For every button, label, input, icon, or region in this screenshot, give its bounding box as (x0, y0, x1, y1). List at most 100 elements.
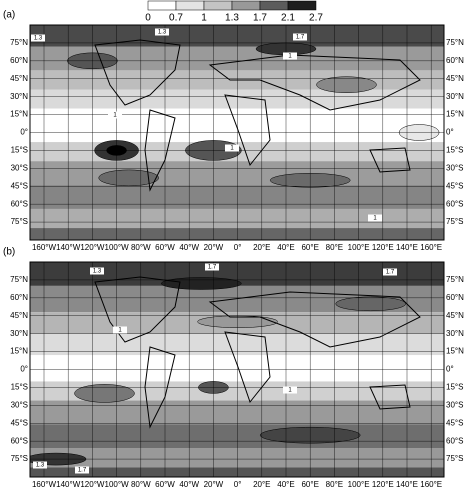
latitude-label: 30°N (10, 92, 28, 101)
latitude-label: 0° (20, 365, 28, 374)
longitude-label: 40°E (277, 243, 294, 252)
longitude-label: 140°W (56, 480, 81, 489)
latitude-label: 45°N (446, 311, 464, 320)
latitude-label: 45°S (446, 418, 463, 427)
latitude-label: 45°N (10, 311, 28, 320)
shaded-contour (74, 384, 135, 403)
latitude-label: 15°N (446, 347, 464, 356)
shaded-band (30, 424, 444, 449)
contour-label: 1.7 (296, 35, 305, 41)
shaded-band (30, 333, 444, 356)
latitude-label: 30°S (11, 163, 28, 172)
latitude-label: 30°S (11, 400, 28, 409)
latitude-label: 45°S (446, 181, 463, 190)
latitude-label: 60°S (11, 436, 28, 445)
shaded-band (30, 46, 444, 71)
colorbar-label: 1.7 (253, 13, 267, 24)
longitude-label: 40°E (277, 480, 294, 489)
longitude-label: 160°E (420, 480, 442, 489)
latitude-label: 75°N (10, 38, 28, 47)
latitude-label: 60°N (446, 293, 464, 302)
latitude-label: 75°N (10, 275, 28, 284)
contour-label-box (283, 386, 297, 394)
longitude-label: 100°W (105, 243, 130, 252)
longitude-label: 0° (234, 243, 242, 252)
latitude-label: 30°N (10, 329, 28, 338)
longitude-label: 100°E (348, 243, 370, 252)
shaded-band (30, 108, 444, 143)
longitude-label: 80°E (326, 243, 343, 252)
shaded-band (30, 185, 444, 209)
latitude-label: 0° (446, 365, 454, 374)
colorbar-box (203, 0, 233, 11)
latitude-label: 75°S (11, 217, 28, 226)
longitude-label: 40°W (179, 243, 199, 252)
colorbar-label: 2.7 (309, 13, 323, 24)
latitude-label: 60°S (446, 199, 463, 208)
colorbar-label: 2.1 (281, 13, 295, 24)
shaded-contour (98, 169, 159, 187)
longitude-label: 80°E (326, 480, 343, 489)
longitude-label: 120°E (372, 243, 394, 252)
latitude-label: 45°S (11, 181, 28, 190)
longitude-label: 100°W (105, 480, 130, 489)
shaded-band (30, 25, 444, 47)
shaded-band (30, 448, 444, 468)
shaded-band (30, 467, 444, 477)
contour-label-box (225, 144, 239, 152)
contour-label: 1 (113, 113, 117, 119)
contour-label-box (90, 267, 104, 275)
contour-label: 1.7 (78, 468, 87, 474)
shaded-band (30, 161, 444, 186)
colorbar-box (287, 0, 317, 11)
contour-label-box (113, 326, 127, 334)
latitude-label: 75°N (446, 38, 464, 47)
contour-label-box (155, 28, 169, 36)
contour-label: 1.3 (158, 30, 167, 36)
latitude-label: 60°N (10, 293, 28, 302)
contour-label-box (283, 52, 297, 60)
latitude-label: 15°S (11, 146, 28, 155)
panel-label: (b) (3, 247, 15, 258)
shaded-band (30, 355, 444, 382)
contour-label-box (108, 111, 122, 119)
coastline (94, 276, 421, 429)
latitude-label: 0° (20, 128, 28, 137)
longitude-label: 60°E (301, 243, 318, 252)
shaded-contour (316, 76, 377, 93)
latitude-label: 45°N (10, 74, 28, 83)
latitude-label: 15°N (446, 110, 464, 119)
latitude-label: 0° (446, 128, 454, 137)
map-frame (29, 261, 445, 478)
latitude-label: 15°N (10, 347, 28, 356)
shaded-band (30, 208, 444, 229)
colorbar-box (175, 0, 205, 11)
longitude-label: 140°W (56, 243, 81, 252)
longitude-label: 20°E (253, 480, 270, 489)
map-fields (30, 25, 444, 240)
longitude-label: 60°W (155, 243, 175, 252)
latitude-label: 60°N (446, 56, 464, 65)
map-frame (29, 24, 445, 241)
coastline (94, 39, 421, 192)
contour-label: 1.3 (93, 269, 102, 275)
contour-label-box (205, 263, 219, 271)
longitude-label: 160°W (32, 243, 57, 252)
contour-label: 1.7 (386, 270, 395, 276)
longitude-label: 0° (234, 480, 242, 489)
contour-label: 1 (288, 388, 292, 394)
latitude-label: 60°S (11, 199, 28, 208)
contour-label: 1 (230, 146, 234, 152)
longitude-label: 140°E (396, 480, 418, 489)
contour-label: 1 (288, 54, 292, 60)
colorbar-box (231, 0, 261, 11)
contour-label-box (75, 466, 89, 474)
longitude-label: 80°W (131, 480, 151, 489)
contour-label-box (383, 268, 397, 276)
latitude-label: 30°N (446, 92, 464, 101)
latitude-label: 45°N (446, 74, 464, 83)
shaded-contour (161, 277, 242, 290)
contour-label-box (293, 33, 307, 41)
colorbar-label: 1.3 (225, 13, 239, 24)
longitude-label: 20°W (204, 243, 224, 252)
